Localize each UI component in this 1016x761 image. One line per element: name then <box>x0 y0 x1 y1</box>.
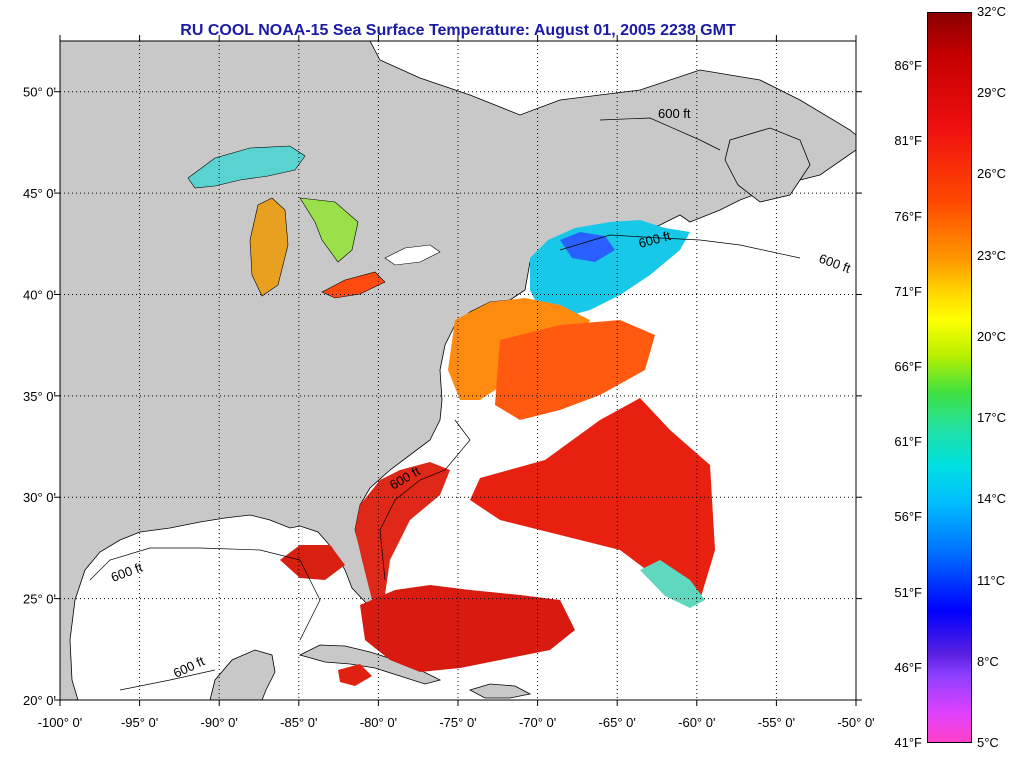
lake-superior <box>187 145 306 189</box>
lon-tick-label: -75° 0' <box>439 715 476 730</box>
sst-slope-sea <box>495 320 655 420</box>
lon-tick-label: -50° 0' <box>837 715 874 730</box>
sst-cold-maine-coast <box>560 232 615 262</box>
lon-tick-label: -80° 0' <box>360 715 397 730</box>
lon-tick-label: -100° 0' <box>38 715 83 730</box>
sst-cyan-fringe <box>640 560 705 608</box>
map-axes: -100° 0' -95° 0' -90° 0' -85° 0' -80° 0' -75°… <box>23 35 875 730</box>
lon-tick-label: -65° 0' <box>599 715 636 730</box>
contour-label: 600 ft <box>658 106 691 121</box>
colorbar-celsius-label: 32°C <box>977 4 1007 19</box>
colorbar-celsius-label: 11°C <box>977 572 1006 588</box>
colorbar-fahrenheit-label: 86°F <box>894 58 922 74</box>
colorbar-celsius-label: 8°C <box>977 653 999 669</box>
sst-caribbean <box>338 664 372 686</box>
sst-swaths <box>280 220 715 686</box>
colorbar-celsius-label: 23°C <box>977 247 1007 263</box>
great-lakes <box>187 145 441 299</box>
lat-tick-label: 45° 0' <box>23 186 56 201</box>
lake-ontario <box>384 244 441 266</box>
colorbar-fahrenheit-label: 56°F <box>894 509 922 525</box>
lat-tick-label: 25° 0' <box>23 592 56 607</box>
colorbar-celsius-label: 17°C <box>977 410 1007 426</box>
colorbar-fahrenheit-label: 61°F <box>894 434 922 450</box>
colorbar-fahrenheit-label: 46°F <box>894 659 922 675</box>
sst-sargasso-sea <box>470 398 715 600</box>
colorbar-celsius-label: 14°C <box>977 491 1007 507</box>
lat-tick-label: 35° 0' <box>23 389 56 404</box>
map-title: RU COOL NOAA-15 Sea Surface Temperature:… <box>180 22 736 39</box>
lake-huron <box>299 197 359 263</box>
yucatan-land <box>209 649 276 700</box>
lon-tick-label: -70° 0' <box>519 715 556 730</box>
map-grid <box>60 41 856 700</box>
lat-tick-label: 50° 0' <box>23 85 56 100</box>
sst-gulf-of-mexico-east <box>280 545 345 580</box>
lon-tick-label: -95° 0' <box>121 715 158 730</box>
colorbar-celsius-label: 26°C <box>977 166 1007 182</box>
lon-tick-label: -55° 0' <box>758 715 795 730</box>
sst-florida-bahamas <box>360 585 575 672</box>
colorbar-fahrenheit-label: 41°F <box>894 735 922 750</box>
lake-michigan <box>249 197 289 297</box>
colorbar-celsius-label: 29°C <box>977 85 1007 101</box>
colorbar-fahrenheit-label: 76°F <box>894 208 922 224</box>
hispaniola-land <box>468 683 532 699</box>
newfoundland-land <box>724 127 811 203</box>
cuba-land <box>298 644 442 685</box>
colorbar-celsius-label: 20°C <box>977 328 1007 344</box>
lon-tick-label: -90° 0' <box>201 715 238 730</box>
lat-tick-label: 20° 0' <box>23 693 56 708</box>
lon-tick-label: -85° 0' <box>280 715 317 730</box>
colorbar-celsius-label: 5°C <box>977 735 999 750</box>
colorbar-fahrenheit-label: 81°F <box>894 133 922 149</box>
depth-contours <box>89 117 801 691</box>
colorbar-fahrenheit-label: 66°F <box>894 358 922 374</box>
lon-tick-label: -60° 0' <box>678 715 715 730</box>
lake-erie <box>321 271 386 299</box>
colorbar-fahrenheit-label: 71°F <box>894 283 922 299</box>
lat-tick-label: 30° 0' <box>23 490 56 505</box>
lat-tick-label: 40° 0' <box>23 287 56 302</box>
temperature-colorbar <box>927 12 972 743</box>
colorbar-fahrenheit-label: 51°F <box>894 584 922 600</box>
